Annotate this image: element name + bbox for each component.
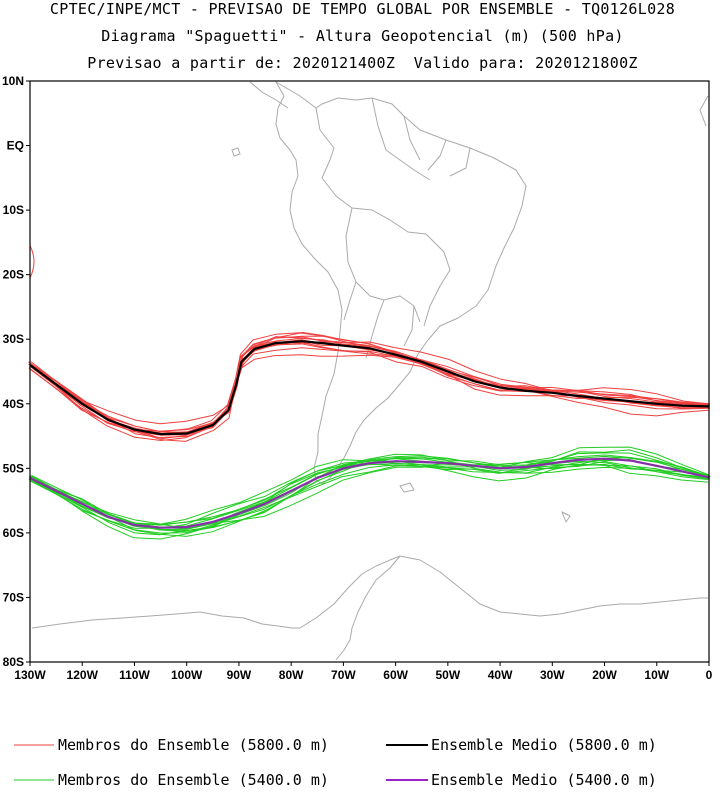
falklands-coastline xyxy=(399,482,415,493)
lon-label: 110W xyxy=(119,668,150,682)
central-america-coastline xyxy=(249,81,289,109)
lon-label: 30W xyxy=(540,668,565,682)
lat-label: EQ xyxy=(7,139,24,153)
lon-label: 50W xyxy=(436,668,461,682)
africa-coastline xyxy=(699,95,709,127)
legend-label-member-5800: Membros do Ensemble (5800.0 m) xyxy=(58,736,329,754)
lat-label: 40S xyxy=(3,397,24,411)
ensemble-member-5800 xyxy=(28,337,709,433)
galapagos-coastline xyxy=(231,147,241,157)
map-frame xyxy=(29,80,710,663)
ensemble-member-5800 xyxy=(29,354,710,432)
lon-label: 40W xyxy=(488,668,513,682)
country-borders xyxy=(315,97,471,359)
lat-label: 20S xyxy=(3,268,24,282)
chart-title-line1: CPTEC/INPE/MCT - PREVISAO DE TEMPO GLOBA… xyxy=(49,0,676,18)
legend-label-mean-5400: Ensemble Medio (5400.0 m) xyxy=(431,771,657,789)
lon-label: 0 xyxy=(706,668,713,682)
ensemble-mean-5800 xyxy=(29,340,710,436)
ensemble-mean-5400-overlay xyxy=(29,458,710,529)
ensemble-means-layer xyxy=(29,340,710,529)
lon-label: 70W xyxy=(331,668,356,682)
ensemble-mean-5400 xyxy=(29,457,710,529)
antarctic-peninsula-coastline xyxy=(299,555,401,661)
lat-label: 10S xyxy=(3,203,24,217)
lon-label: 130W xyxy=(14,668,46,682)
lon-label: 100W xyxy=(171,668,203,682)
ensemble-member-5400 xyxy=(28,457,708,540)
ensemble-member-5800 xyxy=(30,331,711,439)
lon-label: 60W xyxy=(383,668,408,682)
lat-label: 60S xyxy=(3,526,24,540)
ensemble-member-5400 xyxy=(31,460,709,534)
lon-label: 90W xyxy=(227,668,252,682)
ensemble-member-5800-fragment xyxy=(29,245,35,279)
lon-label: 80W xyxy=(279,668,304,682)
antarctica-coastline xyxy=(31,555,708,629)
legend-label-member-5400: Membros do Ensemble (5400.0 m) xyxy=(58,771,329,789)
lat-label: 10N xyxy=(2,74,24,88)
ensemble-member-5800 xyxy=(30,342,710,436)
lat-label: 50S xyxy=(3,461,24,475)
south-america-coastline xyxy=(275,81,527,485)
lat-label: 80S xyxy=(3,655,24,669)
lon-label: 20W xyxy=(592,668,617,682)
ensemble-member-5400 xyxy=(31,458,708,530)
chart-title-line3: Previsao a partir de: 2020121400Z Valido… xyxy=(87,54,638,72)
lat-label: 30S xyxy=(3,332,24,346)
ensemble-member-5400 xyxy=(30,453,710,537)
geography-layer xyxy=(31,81,709,661)
south-georgia-coastline xyxy=(561,511,571,523)
lat-label: 70S xyxy=(3,590,24,604)
ensemble-members-layer xyxy=(28,245,711,540)
lon-label: 10W xyxy=(644,668,669,682)
lon-label: 120W xyxy=(67,668,99,682)
ensemble-member-5800 xyxy=(28,347,710,434)
legend-label-mean-5800: Ensemble Medio (5800.0 m) xyxy=(431,736,657,754)
chart-title-line2: Diagrama "Spaguetti" - Altura Geopotenci… xyxy=(101,27,624,45)
